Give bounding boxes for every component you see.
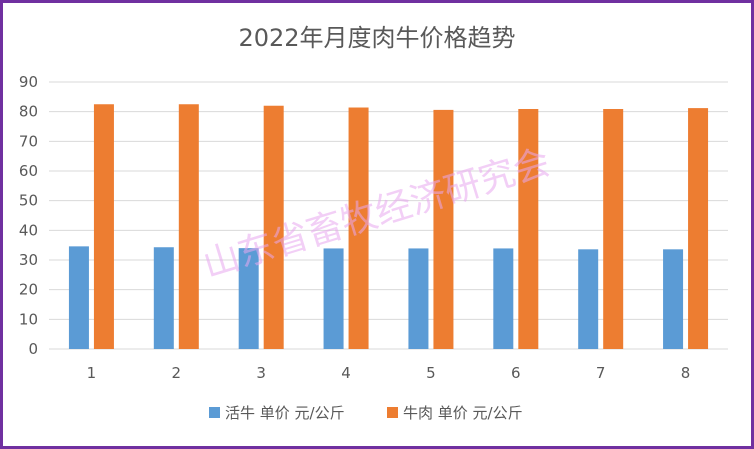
- bar-series-2: [688, 108, 709, 350]
- y-tick-label: 0: [28, 340, 38, 358]
- x-tick-label: 6: [511, 364, 521, 382]
- legend-swatch: [387, 407, 398, 418]
- y-tick-label: 10: [19, 310, 38, 328]
- x-tick-label: 5: [426, 364, 436, 382]
- bar-series-2: [518, 108, 539, 349]
- bar-series-2: [178, 104, 199, 349]
- bar-series-2: [433, 109, 454, 350]
- x-tick-label: 4: [341, 364, 351, 382]
- x-tick-label: 3: [256, 364, 266, 382]
- bar-series-1: [323, 248, 344, 349]
- bars: [68, 104, 709, 350]
- x-tick-label: 2: [172, 364, 182, 382]
- bar-series-1: [493, 248, 514, 349]
- x-tick-label: 1: [87, 364, 97, 382]
- legend-label: 牛肉 单价 元/公斤: [403, 404, 523, 422]
- y-tick-label: 40: [19, 221, 38, 239]
- bar-series-2: [348, 107, 369, 349]
- bar-series-2: [603, 108, 624, 349]
- bar-series-1: [68, 246, 89, 349]
- bar-series-1: [663, 249, 684, 349]
- bar-series-1: [578, 249, 599, 349]
- bar-series-1: [238, 248, 259, 349]
- bar-series-1: [153, 247, 174, 349]
- y-tick-label: 70: [19, 132, 38, 150]
- chart-title: 2022年月度肉牛价格趋势: [238, 24, 515, 52]
- x-tick-label: 7: [596, 364, 606, 382]
- legend-swatch: [209, 407, 220, 418]
- y-axis-ticks: 0 10 20 30 40 50 60 70 80 90: [19, 73, 38, 358]
- bar-series-2: [263, 105, 284, 349]
- legend-label: 活牛 单价 元/公斤: [225, 404, 345, 422]
- x-tick-label: 8: [681, 364, 691, 382]
- y-tick-label: 90: [19, 73, 38, 91]
- y-tick-label: 80: [19, 103, 38, 121]
- y-tick-label: 20: [19, 281, 38, 299]
- x-axis-ticks: 1 2 3 4 5 6 7 8: [87, 364, 691, 382]
- legend: 活牛 单价 元/公斤 牛肉 单价 元/公斤: [209, 404, 523, 422]
- bar-series-1: [408, 248, 429, 349]
- bar-series-2: [93, 104, 114, 349]
- y-tick-label: 60: [19, 162, 38, 180]
- y-tick-label: 30: [19, 251, 38, 269]
- y-tick-label: 50: [19, 192, 38, 210]
